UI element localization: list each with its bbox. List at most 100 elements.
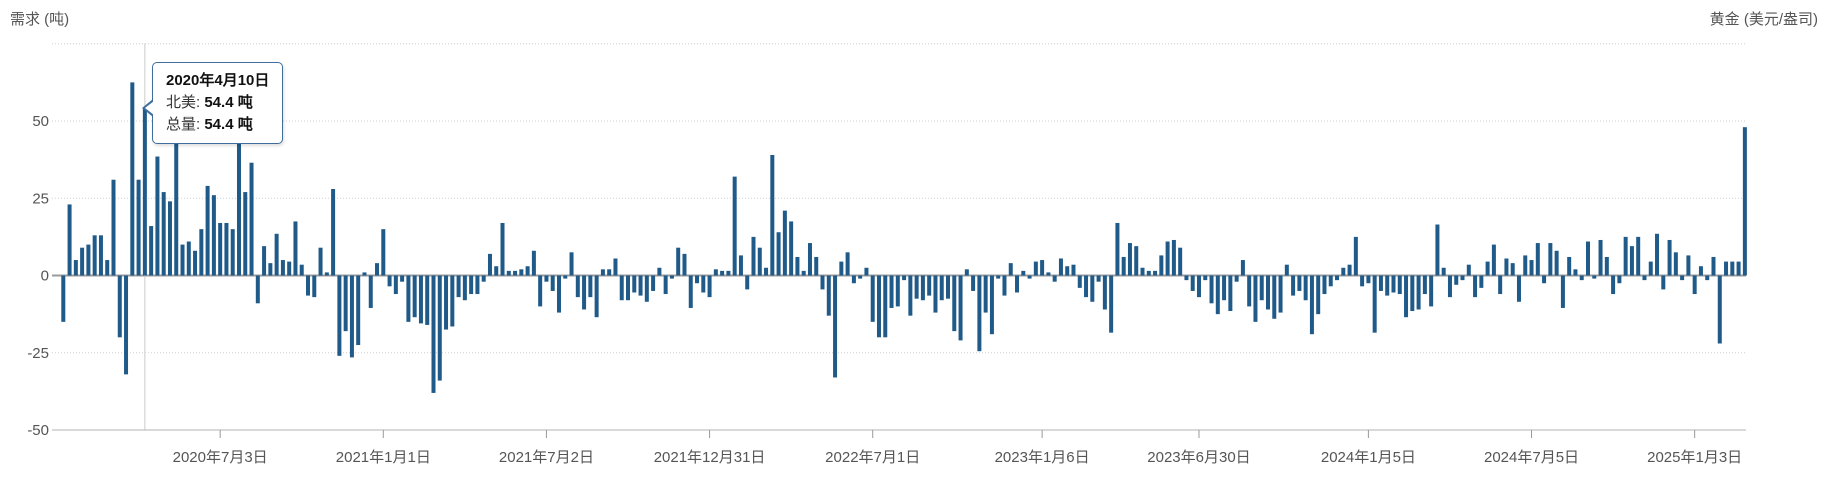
bar[interactable]: [1617, 275, 1622, 284]
bar[interactable]: [406, 275, 411, 322]
bar[interactable]: [1178, 247, 1183, 276]
bar[interactable]: [1623, 236, 1628, 276]
bar[interactable]: [1441, 267, 1446, 276]
bar[interactable]: [136, 179, 141, 276]
bar[interactable]: [1127, 243, 1132, 276]
bar[interactable]: [193, 250, 198, 276]
bar[interactable]: [1636, 236, 1641, 276]
bar[interactable]: [1027, 275, 1032, 279]
bar[interactable]: [1504, 258, 1509, 276]
bar[interactable]: [807, 243, 812, 276]
bar[interactable]: [801, 270, 806, 276]
bar[interactable]: [174, 130, 179, 276]
bar[interactable]: [67, 204, 72, 276]
bar[interactable]: [343, 275, 348, 332]
bar[interactable]: [757, 247, 762, 276]
bar[interactable]: [1215, 275, 1220, 315]
bar[interactable]: [977, 275, 982, 352]
bar[interactable]: [506, 270, 511, 276]
bar[interactable]: [1008, 263, 1013, 276]
bar[interactable]: [688, 275, 693, 308]
bar[interactable]: [782, 210, 787, 276]
bar[interactable]: [582, 275, 587, 310]
bar[interactable]: [218, 222, 223, 276]
bar[interactable]: [186, 241, 191, 276]
bar[interactable]: [80, 247, 85, 276]
bar[interactable]: [1259, 275, 1264, 301]
bar[interactable]: [814, 256, 819, 276]
bar[interactable]: [1667, 239, 1672, 276]
bar[interactable]: [933, 275, 938, 313]
bar[interactable]: [92, 235, 97, 276]
bar[interactable]: [638, 275, 643, 296]
bar[interactable]: [1491, 244, 1496, 276]
bar[interactable]: [644, 275, 649, 302]
bar[interactable]: [1247, 275, 1252, 307]
bar[interactable]: [1416, 275, 1421, 310]
bar[interactable]: [1297, 275, 1302, 291]
bar[interactable]: [211, 195, 216, 276]
bar[interactable]: [230, 229, 235, 276]
bar[interactable]: [1134, 246, 1139, 276]
bar[interactable]: [676, 247, 681, 276]
bar[interactable]: [86, 244, 91, 276]
bar[interactable]: [1680, 275, 1685, 281]
bar[interactable]: [952, 275, 957, 332]
bar[interactable]: [1447, 275, 1452, 298]
bar[interactable]: [180, 244, 185, 276]
bar[interactable]: [1535, 243, 1540, 276]
bar[interactable]: [1466, 264, 1471, 276]
bar[interactable]: [1159, 255, 1164, 276]
bar[interactable]: [776, 232, 781, 276]
bar[interactable]: [1090, 275, 1095, 302]
bar[interactable]: [682, 253, 687, 276]
bar[interactable]: [1460, 275, 1465, 281]
bar[interactable]: [958, 275, 963, 341]
bar[interactable]: [713, 269, 718, 276]
bar[interactable]: [1121, 256, 1126, 276]
bar[interactable]: [362, 272, 367, 276]
bar[interactable]: [494, 266, 499, 276]
bar[interactable]: [1140, 267, 1145, 276]
bar[interactable]: [1272, 275, 1277, 319]
bar[interactable]: [927, 275, 932, 296]
bar[interactable]: [280, 260, 285, 276]
bar[interactable]: [400, 275, 405, 282]
bar[interactable]: [531, 250, 536, 276]
bar[interactable]: [613, 258, 618, 276]
bar[interactable]: [1240, 260, 1245, 276]
bar[interactable]: [1391, 275, 1396, 293]
bar[interactable]: [368, 275, 373, 308]
bar[interactable]: [544, 275, 549, 282]
bar[interactable]: [268, 263, 273, 276]
bar[interactable]: [356, 275, 361, 346]
bar[interactable]: [299, 264, 304, 276]
bar[interactable]: [324, 272, 329, 276]
bar[interactable]: [939, 275, 944, 301]
bar[interactable]: [375, 263, 380, 276]
bar[interactable]: [556, 275, 561, 313]
bar[interactable]: [1673, 252, 1678, 276]
bar[interactable]: [130, 82, 135, 276]
bar[interactable]: [306, 275, 311, 296]
bar[interactable]: [1171, 239, 1176, 276]
bar[interactable]: [469, 275, 474, 295]
bar[interactable]: [412, 275, 417, 318]
bar[interactable]: [1573, 269, 1578, 276]
bar[interactable]: [588, 275, 593, 298]
bar[interactable]: [895, 275, 900, 307]
bar[interactable]: [199, 229, 204, 276]
bar[interactable]: [1604, 256, 1609, 276]
bar[interactable]: [73, 260, 78, 276]
bar[interactable]: [1473, 275, 1478, 298]
bar[interactable]: [1021, 270, 1026, 276]
bar[interactable]: [707, 275, 712, 298]
bar[interactable]: [243, 192, 248, 276]
bar[interactable]: [1196, 275, 1201, 298]
bar[interactable]: [732, 176, 737, 276]
bar[interactable]: [1422, 275, 1427, 295]
bar[interactable]: [1686, 255, 1691, 276]
bar[interactable]: [764, 267, 769, 276]
bar[interactable]: [1598, 239, 1603, 276]
bar[interactable]: [657, 267, 662, 276]
